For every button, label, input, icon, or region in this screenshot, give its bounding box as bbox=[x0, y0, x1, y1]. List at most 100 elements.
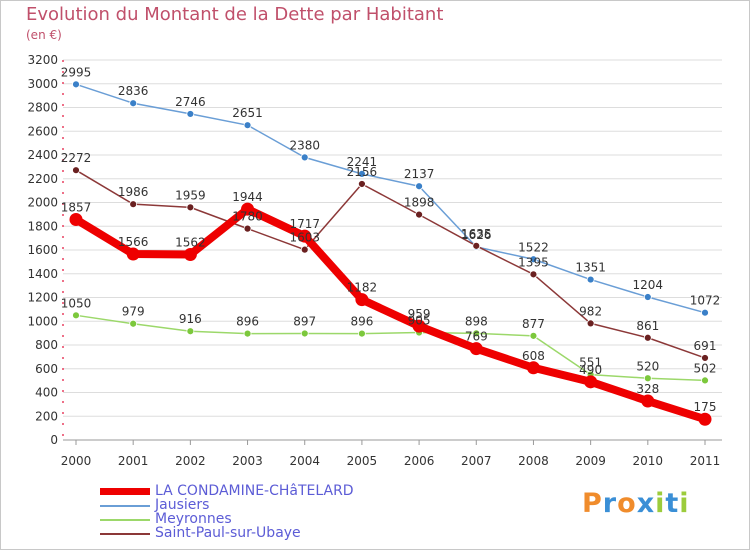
series-saint-paul bbox=[72, 166, 709, 362]
data-point-jausiers bbox=[701, 308, 709, 317]
data-label-saint-paul: 1959 bbox=[175, 188, 206, 202]
data-label-saint-paul: 1603 bbox=[289, 231, 320, 245]
data-label-meyronnes: 916 bbox=[179, 312, 202, 326]
data-point-meyronnes bbox=[72, 311, 80, 320]
data-label-la-condamine: 175 bbox=[694, 400, 717, 414]
y-tick-label: 3000 bbox=[27, 77, 58, 91]
data-label-jausiers: 1072 bbox=[690, 294, 721, 308]
logo-letter: r bbox=[602, 488, 618, 519]
y-tick-label: 800 bbox=[35, 338, 58, 352]
proxiti-logo: Proxiti bbox=[582, 488, 690, 519]
data-point-la-condamine bbox=[641, 394, 655, 408]
data-point-saint-paul bbox=[72, 166, 80, 175]
data-point-meyronnes bbox=[358, 329, 366, 338]
data-label-jausiers: 2380 bbox=[289, 138, 320, 152]
data-label-la-condamine: 769 bbox=[465, 330, 488, 344]
data-label-meyronnes: 1050 bbox=[61, 296, 92, 310]
data-point-la-condamine bbox=[526, 361, 540, 375]
data-point-jausiers bbox=[415, 182, 423, 191]
data-point-la-condamine bbox=[298, 229, 312, 243]
x-tick-label: 2000 bbox=[61, 454, 92, 468]
data-label-jausiers: 1626 bbox=[461, 228, 492, 242]
data-label-meyronnes: 979 bbox=[122, 305, 145, 319]
data-point-jausiers bbox=[643, 293, 652, 301]
data-point-jausiers bbox=[529, 255, 538, 264]
data-label-saint-paul: 691 bbox=[694, 339, 717, 353]
data-point-saint-paul bbox=[243, 224, 252, 233]
data-label-saint-paul: 2272 bbox=[61, 151, 92, 165]
y-tick-label: 1400 bbox=[27, 267, 58, 281]
series-line-saint-paul bbox=[75, 169, 706, 359]
y-tick-label: 0 bbox=[50, 433, 58, 447]
data-label-saint-paul: 1898 bbox=[404, 196, 435, 210]
data-point-la-condamine bbox=[69, 212, 83, 226]
data-label-la-condamine: 1566 bbox=[118, 235, 149, 249]
data-point-meyronnes bbox=[701, 376, 709, 385]
data-label-la-condamine: 1562 bbox=[175, 236, 206, 250]
data-label-saint-paul: 1780 bbox=[232, 210, 263, 224]
data-point-la-condamine bbox=[183, 248, 197, 262]
logo-letter: o bbox=[617, 488, 637, 519]
logo-letter: i bbox=[679, 488, 690, 519]
x-tick-label: 2010 bbox=[633, 454, 664, 468]
x-tick-label: 2003 bbox=[232, 454, 263, 468]
y-tick-label: 2400 bbox=[27, 148, 58, 162]
x-tick-label: 2011 bbox=[690, 454, 721, 468]
data-point-jausiers bbox=[186, 110, 195, 118]
data-point-meyronnes bbox=[243, 329, 252, 338]
data-label-jausiers: 2651 bbox=[232, 106, 263, 120]
data-label-meyronnes: 502 bbox=[694, 361, 717, 375]
legend-label-saint-paul: Saint-Paul-sur-Ubaye bbox=[155, 525, 301, 541]
data-point-la-condamine bbox=[469, 342, 483, 356]
data-point-saint-paul bbox=[129, 200, 138, 209]
y-tick-label: 2800 bbox=[27, 101, 58, 115]
data-label-saint-paul: 861 bbox=[636, 319, 659, 333]
data-label-meyronnes: 877 bbox=[522, 317, 545, 331]
legend-swatch-la-condamine bbox=[100, 488, 150, 495]
data-label-la-condamine: 490 bbox=[579, 363, 602, 377]
logo-letter: P bbox=[582, 488, 603, 519]
data-label-jausiers: 1204 bbox=[633, 278, 664, 292]
y-tick-label: 3200 bbox=[27, 53, 58, 67]
data-point-saint-paul bbox=[472, 241, 481, 250]
y-tick-label: 1600 bbox=[27, 243, 58, 257]
chart-title: Evolution du Montant de la Dette par Hab… bbox=[26, 4, 444, 25]
logo-letter: i bbox=[655, 488, 666, 519]
series-line-la-condamine bbox=[72, 205, 709, 424]
x-tick-label: 2004 bbox=[289, 454, 320, 468]
data-label-jausiers: 2241 bbox=[347, 155, 378, 169]
legend-label-jausiers: Jausiers bbox=[155, 497, 210, 513]
logo-letter: x bbox=[636, 488, 656, 519]
x-tick-label: 2005 bbox=[347, 454, 378, 468]
data-point-jausiers bbox=[129, 99, 138, 108]
data-point-saint-paul bbox=[358, 180, 366, 188]
data-label-meyronnes: 896 bbox=[350, 315, 373, 329]
data-label-meyronnes: 551 bbox=[579, 356, 602, 370]
legend-swatch-meyronnes bbox=[100, 519, 150, 521]
series-line-meyronnes bbox=[75, 314, 706, 382]
data-label-jausiers: 2746 bbox=[175, 95, 206, 109]
data-point-meyronnes bbox=[186, 327, 195, 336]
data-label-la-condamine: 959 bbox=[408, 307, 431, 321]
data-point-jausiers bbox=[72, 80, 80, 89]
logo-letter: t bbox=[665, 488, 680, 519]
data-point-la-condamine bbox=[355, 293, 369, 307]
data-label-jausiers: 2836 bbox=[118, 84, 149, 98]
data-label-la-condamine: 1717 bbox=[289, 217, 320, 231]
x-tick-label: 2009 bbox=[575, 454, 606, 468]
y-tick-label: 2600 bbox=[27, 124, 58, 138]
data-point-jausiers bbox=[243, 121, 252, 130]
data-point-jausiers bbox=[358, 169, 366, 178]
data-point-jausiers bbox=[300, 153, 309, 162]
data-label-la-condamine: 1857 bbox=[61, 200, 92, 214]
data-label-meyronnes: 897 bbox=[293, 314, 316, 328]
y-tick-label: 400 bbox=[35, 386, 58, 400]
data-label-meyronnes: 520 bbox=[636, 359, 659, 373]
data-point-meyronnes bbox=[129, 319, 138, 328]
data-label-meyronnes: 905 bbox=[408, 314, 431, 328]
series-la-condamine bbox=[69, 202, 712, 426]
data-label-jausiers: 1522 bbox=[518, 240, 549, 254]
x-tick-label: 2007 bbox=[461, 454, 492, 468]
